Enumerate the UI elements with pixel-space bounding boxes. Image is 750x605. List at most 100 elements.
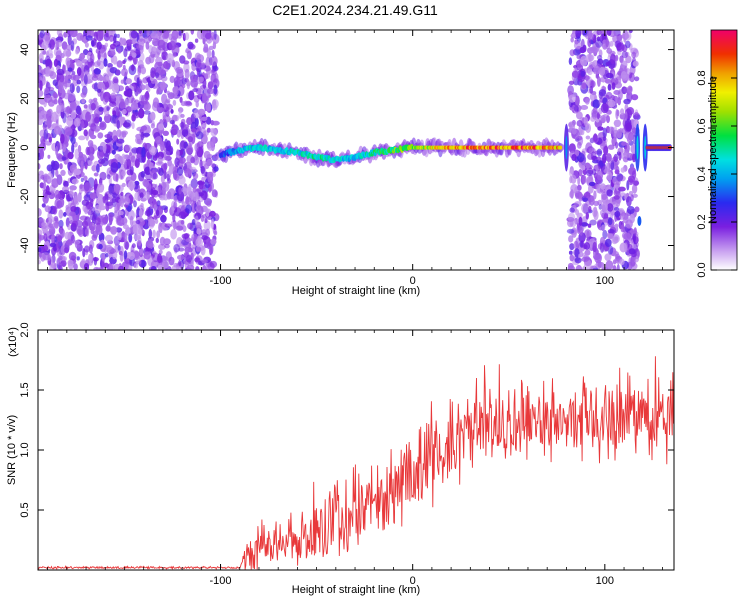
- noise-blob: [113, 35, 117, 44]
- noise-blob: [61, 156, 67, 161]
- snr-panel: -100 0 100 0.5 1.0 1.5 2.0 Height of straight …: [6, 322, 675, 596]
- noise-blob: [162, 150, 171, 159]
- noise-blob: [177, 254, 185, 261]
- noise-blob: [570, 37, 574, 43]
- noise-blob: [602, 136, 607, 142]
- noise-blob: [613, 160, 619, 171]
- noise-blob: [629, 72, 635, 83]
- x-tick-label: -100: [210, 275, 232, 287]
- noise-blob: [568, 250, 573, 255]
- noise-blob: [607, 217, 613, 226]
- noise-blob: [598, 204, 603, 210]
- noise-blob: [147, 218, 155, 229]
- snr-ylabel: SNR (10 * v/v): [6, 415, 18, 485]
- noise-blob: [46, 172, 54, 183]
- noise-blob: [106, 174, 111, 180]
- snr-content: [38, 356, 674, 570]
- noise-blob: [171, 265, 180, 270]
- noise-blob: [569, 168, 574, 177]
- noise-blob: [160, 75, 168, 82]
- noise-blob: [58, 85, 65, 94]
- noise-blob: [76, 67, 82, 76]
- noise-blob: [119, 211, 124, 216]
- noise-blob: [169, 75, 175, 83]
- noise-blob: [83, 182, 92, 193]
- noise-blob: [601, 117, 606, 124]
- noise-blob: [178, 176, 186, 185]
- noise-blob: [579, 225, 583, 236]
- noise-blob: [61, 262, 66, 267]
- noise-blob: [164, 244, 170, 249]
- noise-blob: [211, 120, 220, 126]
- noise-blob: [141, 259, 146, 269]
- noise-blob: [59, 197, 65, 208]
- noise-blob: [43, 129, 49, 140]
- noise-blob: [632, 60, 639, 67]
- noise-blob: [165, 106, 170, 117]
- noise-blob: [105, 244, 113, 251]
- noise-blob: [42, 182, 47, 190]
- noise-blob: [612, 265, 617, 270]
- noise-blob: [51, 233, 55, 244]
- noise-blob: [617, 147, 624, 154]
- noise-blob: [170, 109, 174, 114]
- noise-blob: [123, 250, 128, 260]
- noise-blob: [211, 99, 219, 109]
- noise-blob: [167, 92, 175, 100]
- noise-blob: [185, 197, 192, 205]
- noise-blob: [63, 64, 67, 73]
- noise-blob: [71, 143, 75, 154]
- noise-blob: [192, 172, 199, 180]
- noise-blob: [75, 48, 80, 55]
- noise-blob: [141, 146, 146, 158]
- noise-blob: [76, 85, 81, 94]
- noise-blob: [579, 46, 586, 54]
- noise-blob: [84, 42, 89, 48]
- noise-blob: [110, 226, 118, 235]
- noise-blob: [596, 170, 604, 181]
- noise-blob: [213, 72, 219, 83]
- noise-blob: [108, 34, 114, 42]
- streak-core: [644, 135, 647, 160]
- noise-blob: [138, 247, 144, 258]
- noise-blob: [583, 242, 591, 250]
- noise-blob: [607, 83, 612, 91]
- noise-blob: [168, 167, 173, 176]
- noise-blob: [162, 118, 167, 123]
- noise-blob: [161, 260, 170, 269]
- noise-blob: [162, 111, 167, 119]
- noise-blob: [623, 98, 631, 105]
- noise-blob: [93, 68, 101, 75]
- noise-blob: [94, 116, 100, 124]
- noise-blob: [585, 212, 589, 220]
- noise-blob: [628, 257, 633, 266]
- noise-blob: [172, 99, 177, 106]
- x-tick-label: 100: [596, 275, 614, 287]
- noise-blob: [184, 246, 192, 253]
- noise-blob: [79, 52, 86, 60]
- noise-blob: [148, 266, 156, 270]
- noise-blob: [209, 260, 218, 268]
- noise-blob: [630, 194, 634, 202]
- noise-blob: [632, 153, 637, 163]
- noise-blob: [46, 164, 53, 172]
- noise-blob: [129, 215, 134, 227]
- noise-blob: [605, 72, 614, 79]
- noise-blob: [66, 117, 74, 127]
- noise-blob: [614, 223, 619, 229]
- noise-blob: [83, 49, 89, 56]
- noise-blob: [104, 138, 111, 143]
- noise-blob: [64, 231, 71, 240]
- noise-blob: [195, 237, 203, 248]
- noise-blob: [210, 218, 215, 230]
- noise-blob: [94, 128, 99, 133]
- noise-blob: [99, 74, 104, 82]
- noise-blob: [605, 38, 609, 48]
- noise-blob: [104, 96, 109, 103]
- noise-blob: [42, 35, 50, 42]
- noise-blob: [143, 36, 151, 44]
- noise-blob: [567, 212, 576, 223]
- noise-blob: [103, 262, 109, 269]
- noise-blob: [155, 209, 160, 217]
- noise-blob: [158, 243, 166, 250]
